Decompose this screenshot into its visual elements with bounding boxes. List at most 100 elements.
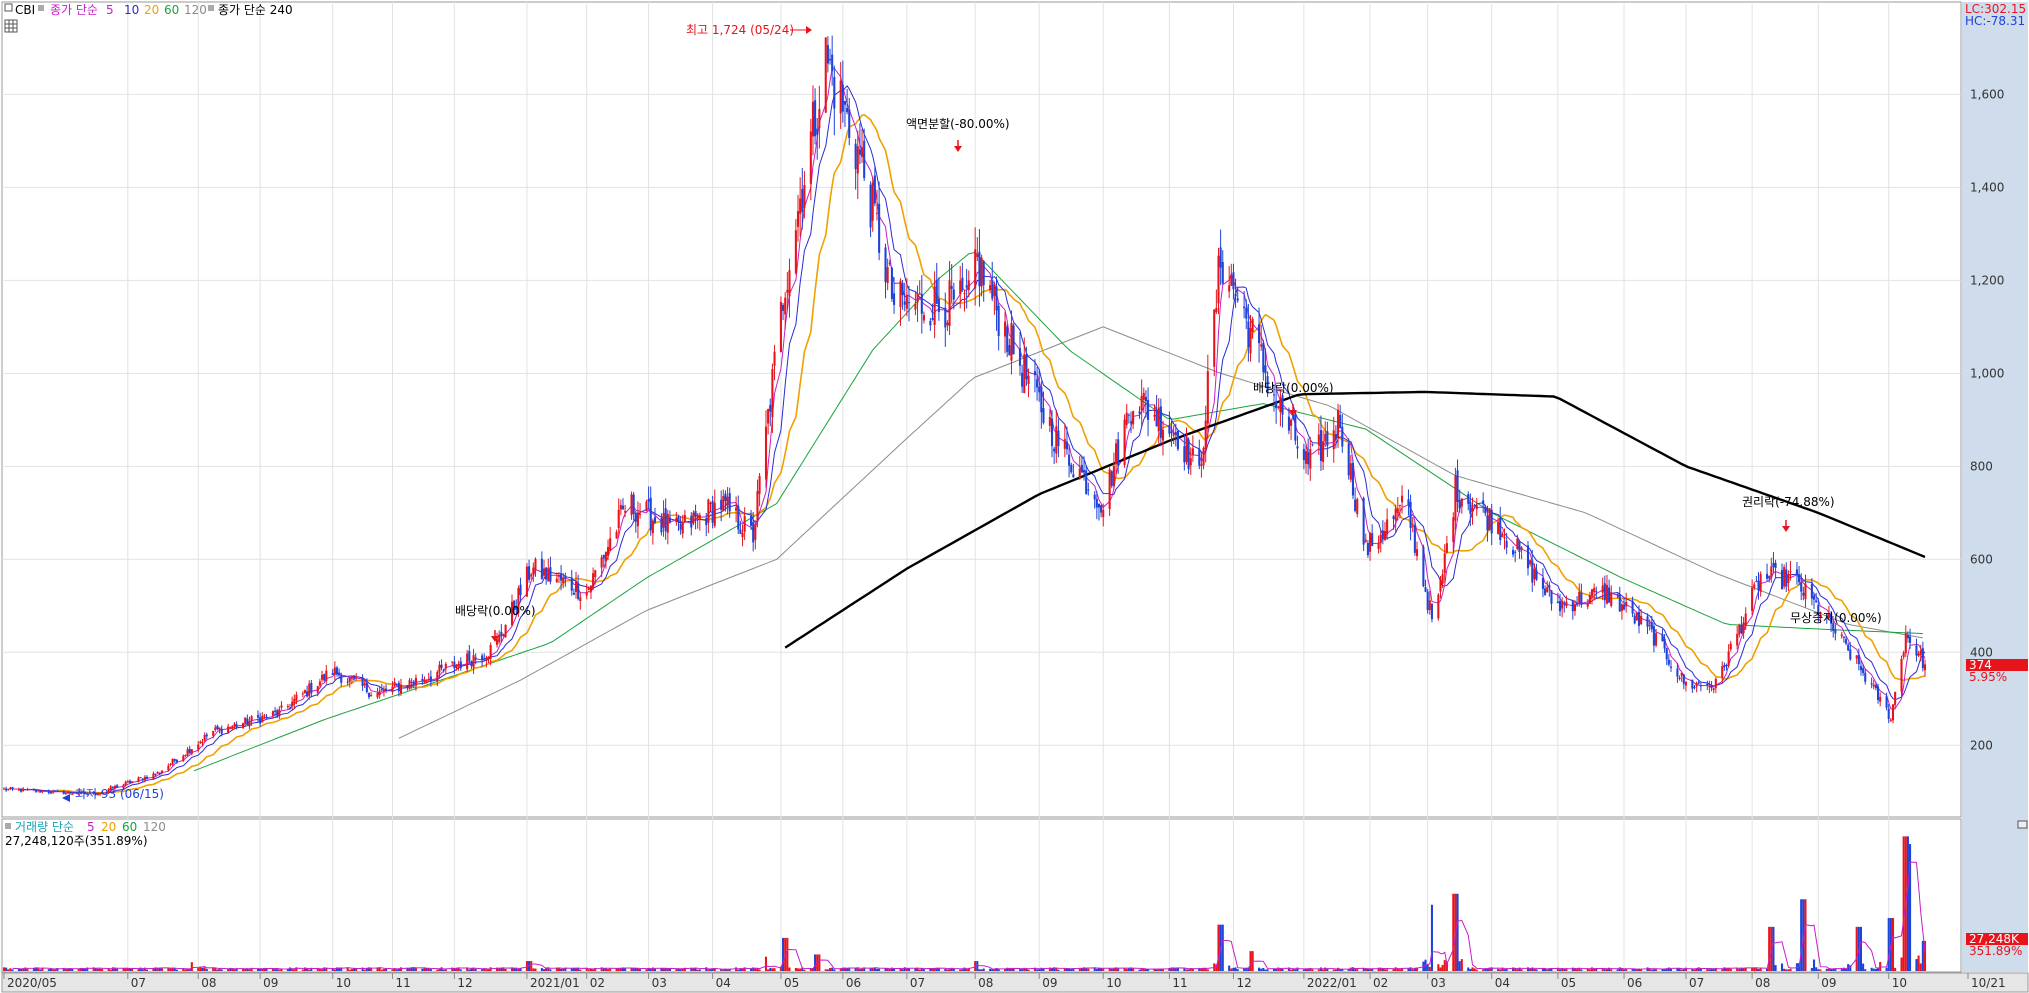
- volume-bar: [1287, 967, 1290, 971]
- volume-bar: [771, 968, 774, 971]
- candle-body: [483, 658, 486, 660]
- candle-body: [713, 502, 716, 526]
- vol-ma20-legend[interactable]: 20: [101, 820, 116, 834]
- candle-body: [1322, 441, 1325, 462]
- legend-bullet-icon: [5, 823, 11, 829]
- candle-body: [937, 298, 940, 312]
- volume-legend-label[interactable]: 거래량 단순: [15, 820, 74, 834]
- volume-bar: [111, 967, 114, 971]
- ma60-legend[interactable]: 60: [164, 3, 179, 17]
- ma-legend-label[interactable]: 종가 단순: [50, 3, 98, 17]
- ma240-legend[interactable]: 종가 단순 240: [218, 3, 293, 17]
- volume-bar: [1736, 967, 1739, 971]
- volume-bar: [1740, 967, 1743, 971]
- candle-body: [261, 715, 264, 723]
- volume-bar: [1578, 967, 1581, 971]
- volume-bar: [1603, 969, 1606, 971]
- volume-bar: [182, 968, 185, 971]
- candle-body: [1798, 574, 1801, 583]
- volume-bar: [1010, 968, 1013, 971]
- candle-body: [242, 723, 245, 728]
- ma120-legend[interactable]: 120: [184, 3, 207, 17]
- candle-body: [393, 682, 396, 686]
- volume-bar: [338, 967, 341, 971]
- volume-bar: [350, 969, 353, 971]
- candle-body: [1697, 682, 1700, 684]
- candle-body: [160, 770, 163, 774]
- candle-body: [1191, 448, 1194, 455]
- volume-bar: [525, 961, 528, 971]
- candle-body: [1514, 551, 1517, 553]
- volume-bar: [1398, 969, 1401, 971]
- volume-bar: [244, 968, 247, 971]
- volume-bar: [803, 969, 806, 971]
- volume-bar: [662, 968, 665, 971]
- candle-body: [107, 789, 110, 793]
- candle-body: [528, 566, 531, 580]
- volume-bar: [256, 968, 260, 971]
- volume-bar: [916, 967, 919, 971]
- candle-body: [1251, 319, 1254, 332]
- volume-bar: [914, 968, 917, 971]
- volume-bar: [84, 968, 87, 971]
- vol-ma5-legend[interactable]: 5: [87, 820, 95, 834]
- candle-body: [562, 577, 565, 583]
- candle-body: [1909, 636, 1912, 643]
- candle-body: [1349, 463, 1352, 480]
- ma5-legend[interactable]: 5: [106, 3, 114, 17]
- date-tick-label: 08: [978, 976, 993, 990]
- candle-body: [1217, 255, 1220, 304]
- candle-body: [1682, 674, 1685, 684]
- ma10-legend[interactable]: 10: [124, 3, 139, 17]
- candle-body: [675, 517, 678, 523]
- volume-bar: [1159, 969, 1162, 971]
- volume-bar: [1144, 968, 1147, 971]
- volume-bar: [175, 969, 178, 971]
- candle-body: [743, 515, 746, 532]
- candle-body: [1640, 615, 1643, 624]
- volume-bar: [1018, 969, 1022, 971]
- volume-bar: [169, 968, 172, 971]
- last-volume-pct: 351.89%: [1969, 944, 2022, 958]
- table-toggle-icon[interactable]: [4, 19, 18, 33]
- ma20-legend[interactable]: 20: [144, 3, 159, 17]
- volume-bar: [1198, 967, 1201, 971]
- candle-body: [854, 143, 857, 170]
- candle-body: [764, 426, 768, 480]
- candle-body: [1161, 430, 1165, 441]
- candle-body: [1142, 392, 1145, 400]
- volume-bar: [1859, 926, 1863, 971]
- volume-bar: [2, 967, 6, 971]
- volume-bar: [530, 961, 533, 971]
- candle-body: [1415, 549, 1419, 557]
- volume-bar: [122, 968, 125, 971]
- candle-body: [310, 682, 313, 694]
- candle-body: [1573, 604, 1576, 611]
- vol-ma120-legend[interactable]: 120: [143, 820, 166, 834]
- volume-bar: [639, 969, 642, 971]
- vol-ma60-legend[interactable]: 60: [122, 820, 137, 834]
- volume-bar: [875, 968, 879, 971]
- volume-bar: [1810, 967, 1813, 971]
- volume-bar: [884, 968, 887, 971]
- volume-bar: [457, 967, 460, 971]
- candle-body: [1772, 562, 1775, 567]
- volume-bar: [1023, 967, 1026, 971]
- volume-bar: [705, 967, 708, 971]
- candle-body: [451, 661, 454, 663]
- volume-bar: [1497, 968, 1500, 971]
- candle-body: [1586, 603, 1589, 607]
- legend-box-icon[interactable]: [4, 3, 13, 12]
- pane-collapse-icon[interactable]: [2017, 820, 2028, 829]
- volume-bar: [1556, 967, 1559, 971]
- volume-bar: [1874, 968, 1877, 971]
- candle-body: [218, 727, 221, 731]
- candle-body: [653, 517, 657, 523]
- volume-bar: [361, 967, 364, 971]
- volume-bar: [1036, 969, 1039, 971]
- candle-body: [1894, 692, 1897, 705]
- candle-body: [692, 512, 695, 524]
- candle-body: [1738, 624, 1741, 635]
